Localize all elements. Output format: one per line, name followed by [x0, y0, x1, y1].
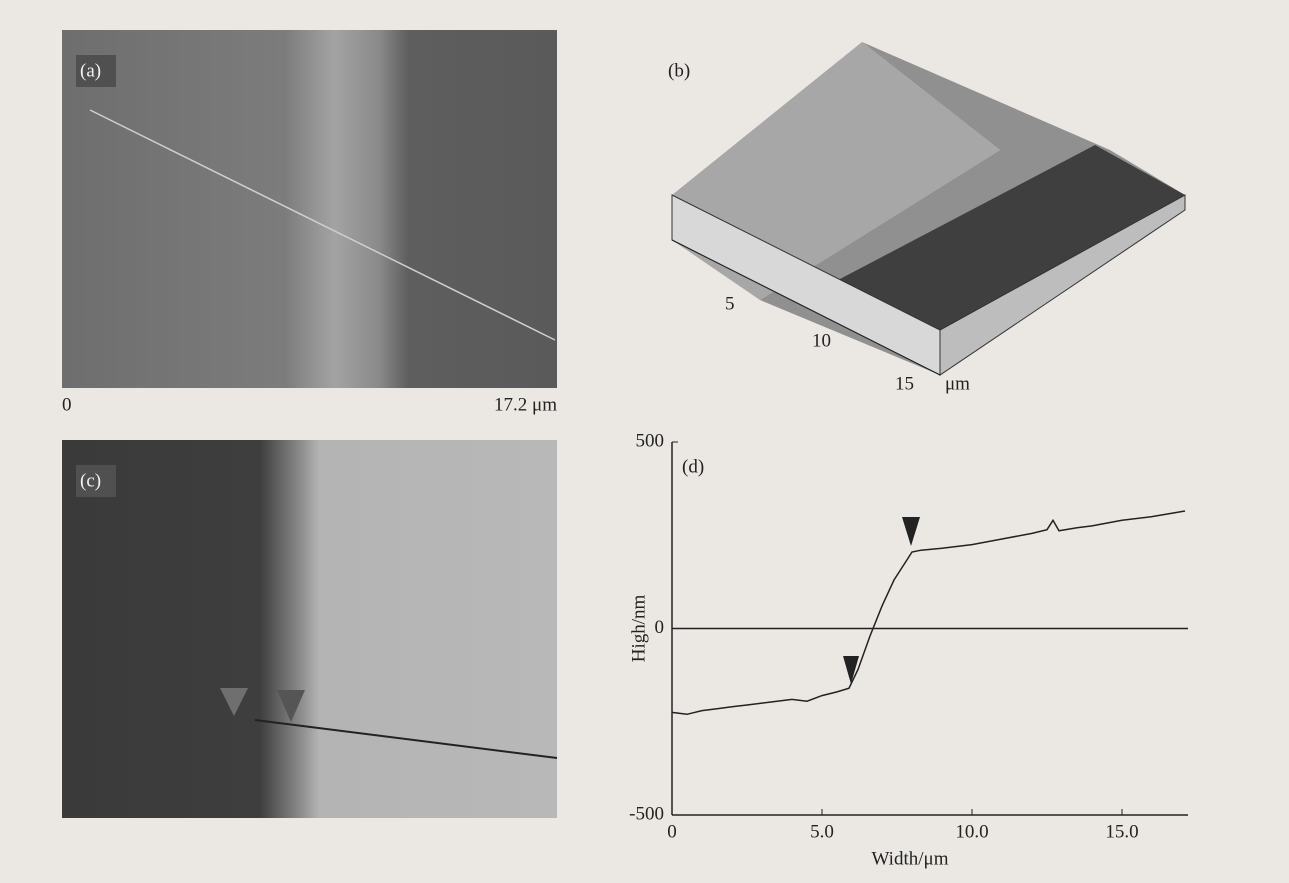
afm-image	[62, 440, 557, 818]
axis-tick-label: 15	[895, 373, 914, 394]
panel-label: (d)	[682, 456, 704, 477]
x-tick-label: 10.0	[955, 821, 988, 842]
afm-image	[62, 30, 557, 388]
scale-start: 0	[62, 394, 72, 415]
marker	[843, 656, 859, 684]
axis-unit: μm	[945, 373, 970, 394]
y-tick-label: 0	[655, 617, 665, 638]
y-tick-label: -500	[629, 803, 664, 824]
y-tick-label: 500	[636, 430, 665, 451]
x-axis-label: Width/μm	[872, 848, 949, 869]
panel-label: (a)	[80, 60, 101, 81]
panel-b: 5 10 15 μm (b)	[668, 42, 1185, 394]
scale-end: 17.2 μm	[494, 394, 557, 415]
panel-label: (b)	[668, 60, 690, 81]
axis-tick-label: 10	[812, 330, 831, 351]
marker	[902, 517, 920, 546]
x-tick-label: 0	[667, 821, 677, 842]
axis-tick-label: 5	[725, 293, 735, 314]
panel-label: (c)	[80, 470, 101, 491]
panel-a: (a) 0 17.2 μm	[62, 30, 557, 415]
data-line	[672, 511, 1185, 714]
figure: (a) 0 17.2 μm 5 10 15 μm (b) (c) (d) -50…	[0, 0, 1289, 883]
panel-c: (c)	[62, 440, 557, 818]
y-axis-label: High/nm	[628, 595, 649, 663]
x-tick-label: 5.0	[810, 821, 834, 842]
x-tick-label: 15.0	[1105, 821, 1138, 842]
